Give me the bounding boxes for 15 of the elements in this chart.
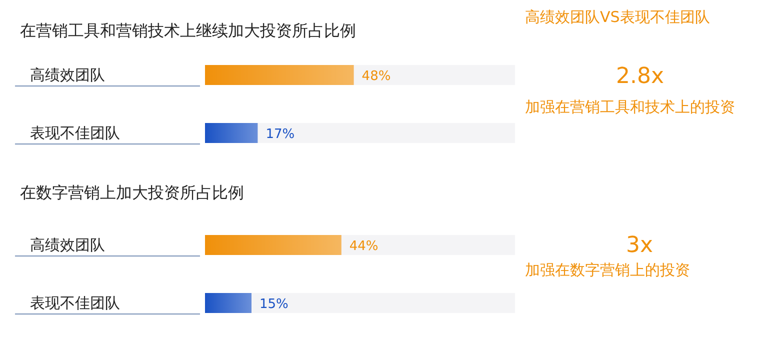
y-tick-label: 高绩效团队 (30, 236, 105, 254)
chart-title: 在营销工具和营销技术上继续加大投资所占比例 (20, 21, 356, 40)
data-label: 17% (266, 127, 295, 142)
text: 加强在数字营销上的投资 (525, 261, 690, 279)
text: 高绩效团队VS表现不佳团队 (525, 8, 710, 27)
data-label: 44% (349, 239, 378, 254)
y-tick-label: 表现不佳团队 (30, 294, 120, 312)
text: 加强在营销工具和技术上的投资 (525, 97, 736, 118)
data-label: 15% (260, 297, 288, 312)
y-tick-label: 表现不佳团队 (30, 124, 120, 142)
y-tick-label: 高绩效团队 (30, 66, 105, 84)
text: 2.8x (616, 64, 666, 89)
chart-title: 在数字营销上加大投资所占比例 (20, 183, 244, 202)
data-label: 48% (362, 69, 391, 84)
text: 3x (626, 233, 654, 258)
